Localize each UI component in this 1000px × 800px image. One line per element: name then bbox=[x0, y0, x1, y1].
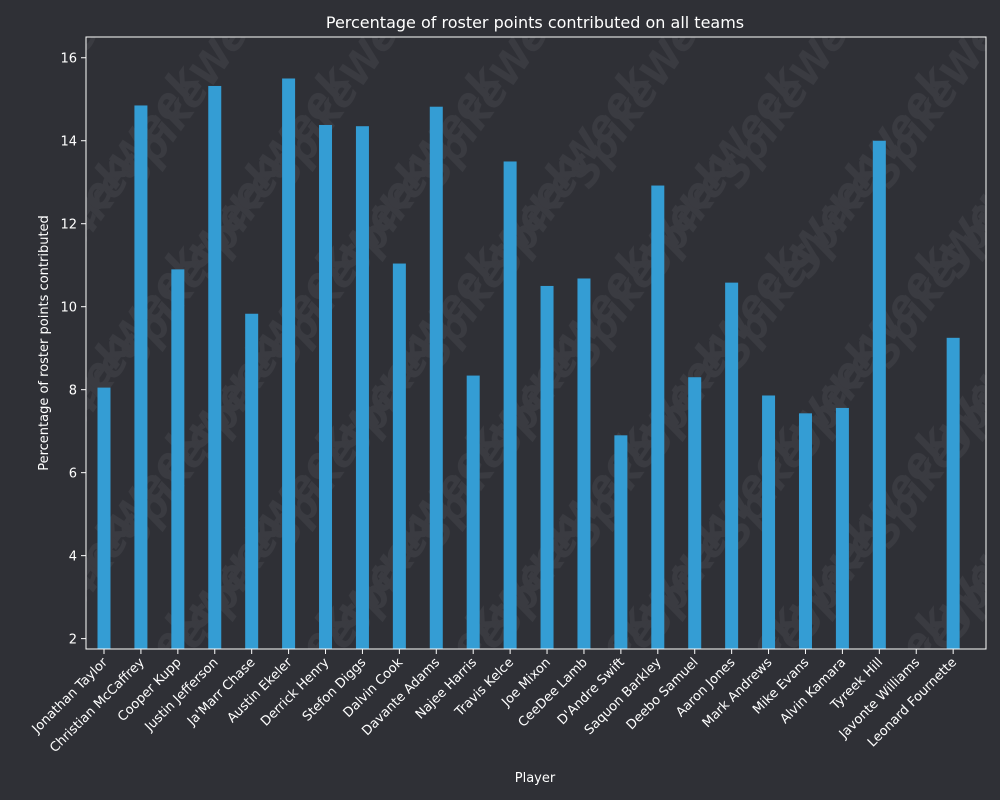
bar bbox=[835, 407, 849, 649]
bar bbox=[725, 282, 739, 649]
bars-group bbox=[97, 78, 960, 650]
y-axis-ticks: 2 4 6 8 10 12 14 16 bbox=[60, 52, 86, 648]
bar bbox=[614, 435, 628, 649]
y-tick-label: 12 bbox=[60, 218, 77, 233]
bar bbox=[97, 387, 111, 649]
bar bbox=[319, 124, 333, 649]
plot-frame bbox=[85, 36, 987, 650]
y-tick-label: 2 bbox=[69, 633, 77, 648]
bar bbox=[282, 78, 296, 650]
bar bbox=[540, 285, 554, 649]
bar bbox=[245, 313, 259, 649]
y-tick-label: 14 bbox=[60, 135, 77, 150]
bar bbox=[762, 395, 776, 649]
bar bbox=[503, 161, 517, 649]
bar bbox=[134, 105, 148, 650]
bar bbox=[429, 106, 443, 650]
y-tick-label: 8 bbox=[69, 384, 77, 399]
y-tick-label: 10 bbox=[60, 301, 77, 316]
bar bbox=[651, 185, 665, 649]
bar bbox=[466, 375, 480, 649]
bar bbox=[688, 377, 702, 649]
bar bbox=[872, 140, 886, 649]
chart-title: Percentage of roster points contributed … bbox=[326, 13, 744, 32]
bar bbox=[798, 413, 812, 649]
bar bbox=[171, 269, 185, 649]
bar bbox=[392, 263, 406, 649]
bar bbox=[208, 85, 222, 649]
y-tick-label: 16 bbox=[60, 52, 77, 67]
bar bbox=[355, 126, 369, 649]
y-tick-label: 4 bbox=[69, 550, 77, 565]
y-axis-label: Percentage of roster points contributed bbox=[37, 215, 52, 471]
bar bbox=[577, 278, 591, 649]
y-tick-label: 6 bbox=[69, 467, 77, 482]
bar bbox=[946, 337, 960, 649]
x-axis-label: Player bbox=[515, 771, 556, 786]
